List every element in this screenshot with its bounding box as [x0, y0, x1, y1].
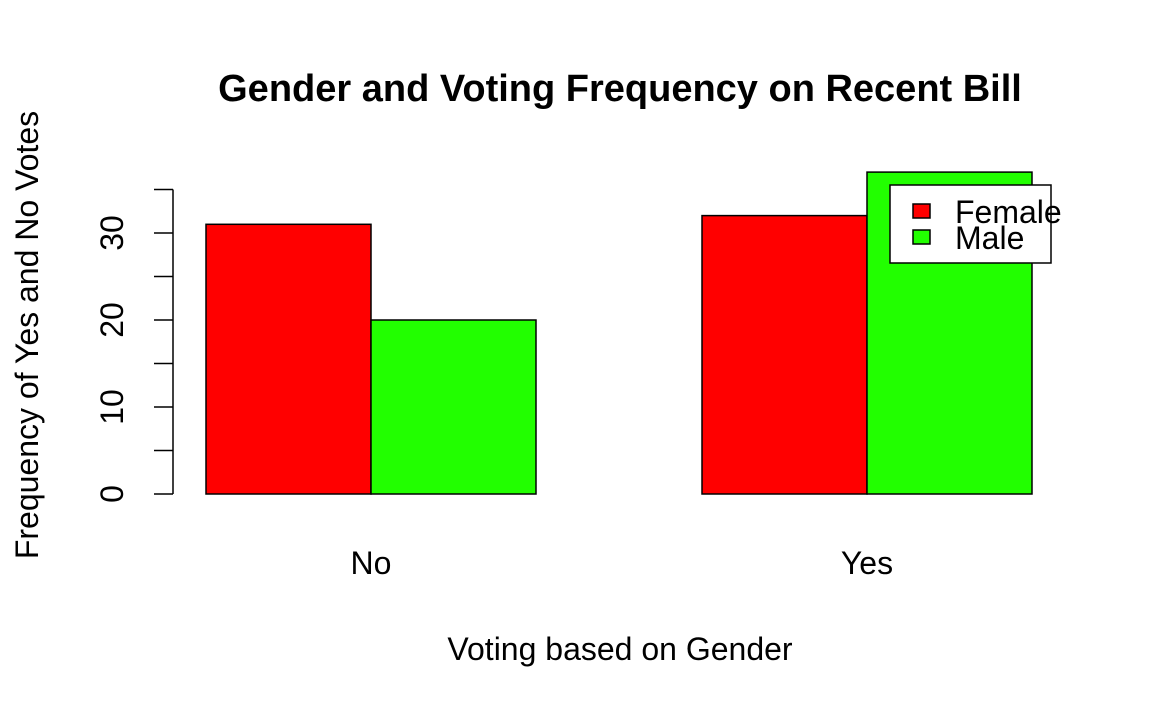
legend-swatch-male	[912, 229, 931, 245]
legend-swatch-female	[912, 203, 931, 219]
y-tick-label: 0	[94, 485, 130, 503]
legend-box	[889, 184, 1052, 264]
bar-male-no	[370, 319, 537, 495]
y-tick-label: 30	[94, 215, 130, 251]
x-axis-label: Voting based on Gender	[447, 631, 793, 667]
y-axis: 0 10 20 30	[94, 188, 174, 503]
y-tick-label: 10	[94, 389, 130, 425]
chart-title: Gender and Voting Frequency on Recent Bi…	[218, 68, 1022, 110]
legend-label-female: Female	[955, 194, 1062, 230]
legend-label-male: Male	[955, 220, 1024, 256]
y-axis-label: Frequency of Yes and No Votes	[9, 111, 45, 559]
bar-female-yes	[701, 214, 868, 495]
x-tick-label: No	[351, 545, 392, 581]
x-tick-label: Yes	[841, 545, 893, 581]
bar-female-no	[205, 223, 372, 495]
y-tick-label: 20	[94, 302, 130, 338]
x-tick-labels: No Yes	[351, 545, 894, 581]
